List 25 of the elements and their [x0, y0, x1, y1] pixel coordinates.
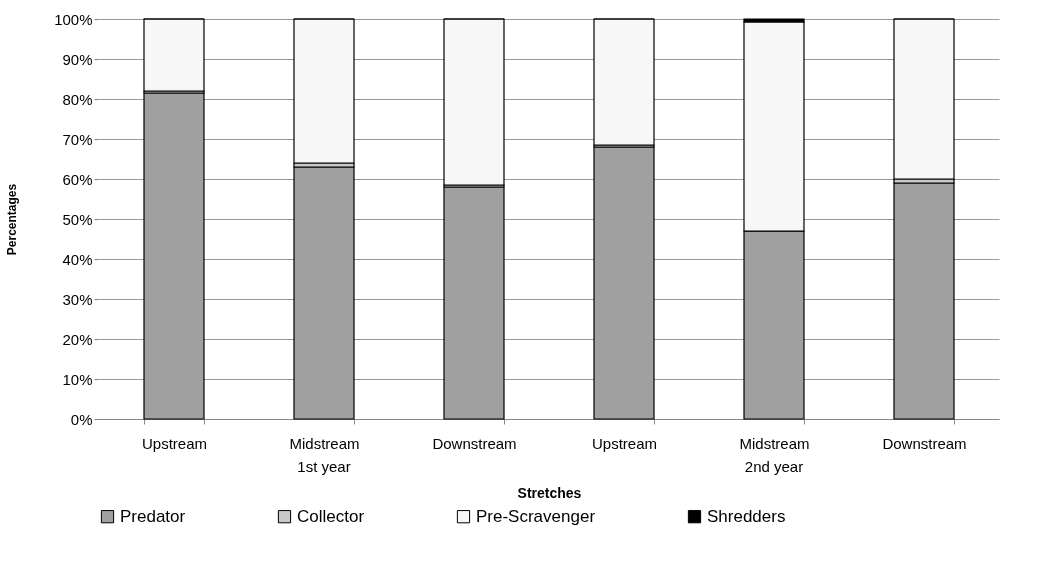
legend-label: Predator — [120, 506, 186, 526]
text: 1st year — [297, 458, 351, 475]
x-tick-label: Downstream — [432, 434, 517, 452]
y-tick-label: 100% — [54, 10, 93, 28]
y-tick-label: 90% — [62, 50, 93, 68]
y-tick-label: 60% — [62, 170, 93, 188]
x-tick-label: Midstream — [739, 434, 810, 452]
y-tick-label: 70% — [62, 130, 93, 148]
x-tick-label: Upstream — [591, 434, 658, 452]
text: 2nd year — [744, 458, 804, 475]
y-tick-label: 10% — [62, 370, 93, 388]
y-tick-label: 50% — [62, 210, 93, 228]
legend-label: Collector — [297, 506, 365, 526]
x-tick-label: Midstream — [289, 434, 360, 452]
x-tick-label: Upstream — [141, 434, 208, 452]
legend-label: Shredders — [707, 506, 786, 526]
legend-label: Pre-Scravenger — [476, 506, 596, 526]
y-tick-label: 30% — [62, 290, 93, 308]
y-tick-label: 80% — [62, 90, 93, 108]
y-tick-label: 40% — [62, 250, 93, 268]
x-axis-title: Stretches — [517, 484, 582, 501]
y-tick-label: 20% — [62, 330, 93, 348]
x-tick-label: Downstream — [882, 434, 967, 452]
y-axis-title: Percentages — [5, 183, 20, 256]
y-tick-label: 0% — [70, 410, 93, 428]
